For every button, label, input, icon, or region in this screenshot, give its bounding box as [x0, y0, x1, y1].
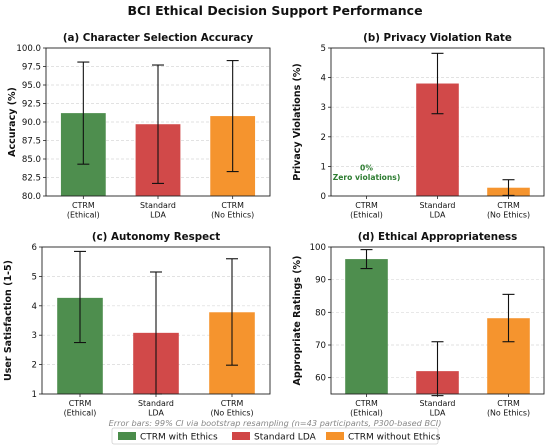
subplot-4: 60708090100CTRM(Ethical)StandardLDACTRM(…: [292, 231, 545, 418]
y-tick-label: 85.0: [22, 155, 41, 165]
y-tick-label: 0: [321, 192, 326, 202]
y-tick-label: 92.5: [22, 100, 41, 110]
y-tick-label: 2: [32, 361, 37, 371]
subplot-1: 80.0 82.5 85.0 87.5 90.0 92.5 95.0 97.5 100.0 CTR…: [7, 32, 271, 220]
x-tick-label: (No Ethics): [487, 409, 530, 418]
y-tick-label: 1: [321, 162, 326, 172]
y-tick-label: 82.5: [22, 174, 41, 184]
y-axis-label: Appropriate Ratings (%): [292, 256, 303, 386]
x-tick-label: CTRM: [355, 399, 378, 408]
y-tick-label: 60: [315, 374, 326, 384]
y-tick-label: 97.5: [22, 63, 41, 73]
x-tick-label: (No Ethics): [487, 211, 530, 220]
x-tick-label: (Ethical): [350, 211, 383, 220]
y-axis-label: User Satisfaction (1-5): [3, 260, 14, 381]
legend-label: CTRM without Ethics: [348, 433, 441, 443]
annotation: 0%: [360, 164, 373, 173]
y-tick-label: 5: [321, 44, 326, 54]
legend-swatch: [326, 432, 344, 440]
x-tick-label: (Ethical): [64, 409, 97, 418]
x-tick-label: (Ethical): [67, 211, 100, 220]
x-tick-label: CTRM: [355, 201, 378, 210]
subplot-title: (a) Character Selection Accuracy: [63, 32, 254, 44]
y-tick-label: 4: [321, 74, 326, 84]
y-tick-label: 3: [32, 331, 37, 341]
x-tick-label: CTRM: [221, 399, 244, 408]
legend-swatch: [118, 432, 136, 440]
y-tick-label: 3: [321, 103, 326, 113]
y-tick-label: 90.0: [22, 118, 41, 128]
y-tick-label: 95.0: [22, 81, 41, 91]
x-tick-label: (No Ethics): [211, 211, 254, 220]
legend-swatch: [232, 432, 250, 440]
x-tick-label: Standard: [138, 399, 174, 408]
subplot-title: (b) Privacy Violation Rate: [363, 32, 512, 44]
x-tick-label: Standard: [420, 201, 456, 210]
y-tick-label: 100: [310, 243, 326, 253]
legend-box: [111, 427, 439, 445]
y-tick-label: 5: [32, 272, 37, 282]
x-tick-label: Standard: [420, 399, 456, 408]
subplots: 80.0 82.5 85.0 87.5 90.0 92.5 95.0 97.5 100.0 CTR…: [3, 32, 545, 418]
x-tick-label: CTRM: [221, 201, 244, 210]
y-tick-label: 2: [321, 133, 326, 143]
plot-frame: [41, 246, 271, 395]
bar: [345, 259, 388, 394]
x-tick-label: (No Ethics): [210, 409, 253, 418]
plot-frame: [330, 47, 545, 197]
y-tick-label: 4: [32, 302, 37, 312]
subplot-title: (c) Autonomy Respect: [92, 231, 220, 243]
y-axis-label: Accuracy (%): [7, 87, 18, 157]
x-tick-label: (Ethical): [350, 409, 383, 418]
annotation: Zero violations): [333, 173, 401, 182]
x-tick-label: LDA: [430, 409, 446, 418]
x-tick-label: CTRM: [69, 399, 92, 408]
x-tick-label: LDA: [430, 211, 446, 220]
y-tick-label: 6: [32, 243, 37, 253]
legend-label: CTRM with Ethics: [140, 433, 218, 443]
y-tick-label: 100.0: [16, 44, 41, 54]
y-tick-label: 70: [315, 341, 326, 351]
figure-title: BCI Ethical Decision Support Performance: [127, 3, 422, 18]
x-tick-label: CTRM: [497, 201, 520, 210]
legend: CTRM with Ethics Standard LDA CTRM without…: [111, 427, 441, 445]
plot-frame: [330, 246, 545, 395]
x-tick-label: Standard: [140, 201, 176, 210]
y-tick-label: 80: [315, 308, 326, 318]
legend-label: Standard LDA: [254, 433, 317, 443]
y-tick-label: 80.0: [22, 192, 41, 202]
x-tick-label: LDA: [148, 409, 164, 418]
y-axis-label: Privacy Violations (%): [292, 63, 303, 181]
x-tick-label: LDA: [150, 211, 166, 220]
y-tick-label: 90: [315, 276, 326, 286]
y-tick-label: 1: [32, 390, 37, 400]
x-tick-label: CTRM: [72, 201, 95, 210]
plot-frame: [45, 47, 271, 197]
subplot-title: (d) Ethical Appropriateness: [358, 231, 518, 243]
y-tick-label: 87.5: [22, 137, 41, 147]
footnote: Error bars: 99% CI via bootstrap resampl…: [109, 418, 442, 428]
x-tick-label: CTRM: [497, 399, 520, 408]
